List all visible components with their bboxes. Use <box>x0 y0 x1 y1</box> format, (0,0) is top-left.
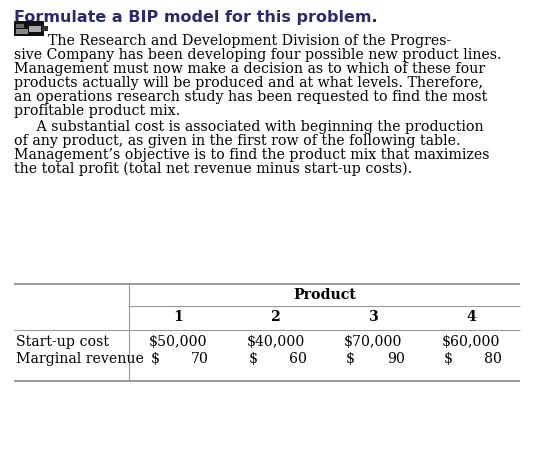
Text: $70,000: $70,000 <box>344 335 403 349</box>
Text: $: $ <box>151 352 160 366</box>
Bar <box>42 26 48 31</box>
Text: $: $ <box>248 352 257 366</box>
Text: sive Company has been developing four possible new product lines.: sive Company has been developing four po… <box>14 48 501 62</box>
Text: profitable product mix.: profitable product mix. <box>14 104 180 118</box>
Text: 4: 4 <box>466 310 476 324</box>
Text: $: $ <box>346 352 355 366</box>
Text: $50,000: $50,000 <box>148 335 207 349</box>
Text: 1: 1 <box>173 310 183 324</box>
Text: Management must now make a decision as to which of these four: Management must now make a decision as t… <box>14 62 485 76</box>
Text: 80: 80 <box>484 352 502 366</box>
Text: 3: 3 <box>368 310 378 324</box>
Text: 90: 90 <box>387 352 405 366</box>
Text: $40,000: $40,000 <box>246 335 305 349</box>
Text: 60: 60 <box>289 352 307 366</box>
Text: $60,000: $60,000 <box>442 335 500 349</box>
Text: A substantial cost is associated with beginning the production: A substantial cost is associated with be… <box>14 120 484 134</box>
Text: 70: 70 <box>191 352 209 366</box>
Text: products actually will be produced and at what levels. Therefore,: products actually will be produced and a… <box>14 76 483 90</box>
Bar <box>14 21 44 36</box>
Text: Management’s objective is to find the product mix that maximizes: Management’s objective is to find the pr… <box>14 148 490 162</box>
Bar <box>29 26 41 32</box>
Bar <box>16 29 28 34</box>
Text: The Research and Development Division of the Progres-: The Research and Development Division of… <box>48 34 451 48</box>
Text: $: $ <box>444 352 453 366</box>
Text: Formulate a BIP model for this problem.: Formulate a BIP model for this problem. <box>14 10 378 25</box>
Text: an operations research study has been requested to find the most: an operations research study has been re… <box>14 90 487 104</box>
Bar <box>16 24 24 28</box>
Text: Start-up cost: Start-up cost <box>16 335 109 349</box>
Text: Marginal revenue: Marginal revenue <box>16 352 144 366</box>
Text: Product: Product <box>293 288 356 302</box>
Text: of any product, as given in the first row of the following table.: of any product, as given in the first ro… <box>14 134 461 148</box>
Text: 2: 2 <box>271 310 280 324</box>
Text: the total profit (total net revenue minus start-up costs).: the total profit (total net revenue minu… <box>14 162 412 177</box>
